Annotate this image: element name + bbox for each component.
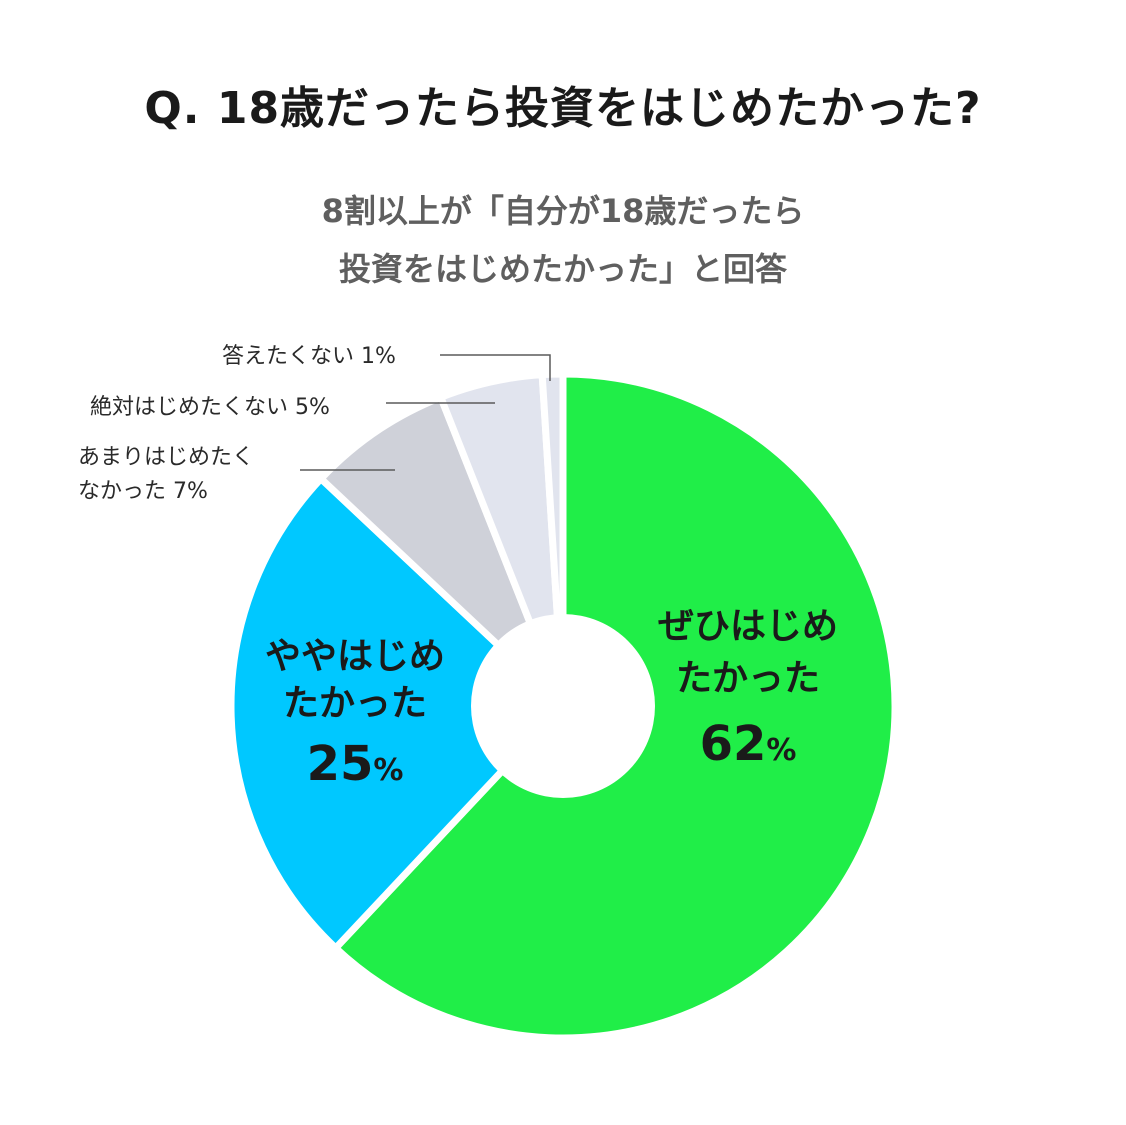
leader-line-5 bbox=[440, 354, 551, 381]
pie-slice-2 bbox=[227, 475, 567, 952]
chart-subtitle: 8割以上が「自分が18歳だったら 投資をはじめたかった」と回答 bbox=[0, 182, 1126, 298]
pie-slice-3 bbox=[317, 393, 567, 710]
slice-label-4-line-1: 絶対はじめたくない 5% bbox=[90, 395, 330, 420]
slice-label-2-line-1: ややはじめ bbox=[265, 636, 445, 677]
slice-label-3-line-2: なかった 7% bbox=[78, 479, 208, 504]
donut-hole bbox=[471, 614, 655, 798]
chart-title: Q. 18歳だったら投資をはじめたかった? bbox=[144, 83, 982, 134]
slice-value-1: 62% bbox=[700, 716, 797, 772]
subtitle-line-2: 投資をはじめたかった」と回答 bbox=[338, 250, 787, 288]
slice-label-1-line-1: ぜひはじめ bbox=[658, 606, 838, 647]
slice-value-2: 25% bbox=[307, 736, 404, 792]
slice-label-1-line-2: たかった bbox=[676, 658, 820, 699]
slice-label-2-line-2: たかった bbox=[283, 683, 427, 724]
slice-label-3-line-1: あまりはじめたく bbox=[78, 445, 254, 470]
slice-label-5-line-1: 答えたくない 1% bbox=[222, 344, 396, 369]
subtitle-line-1: 8割以上が「自分が18歳だったら bbox=[321, 192, 805, 230]
